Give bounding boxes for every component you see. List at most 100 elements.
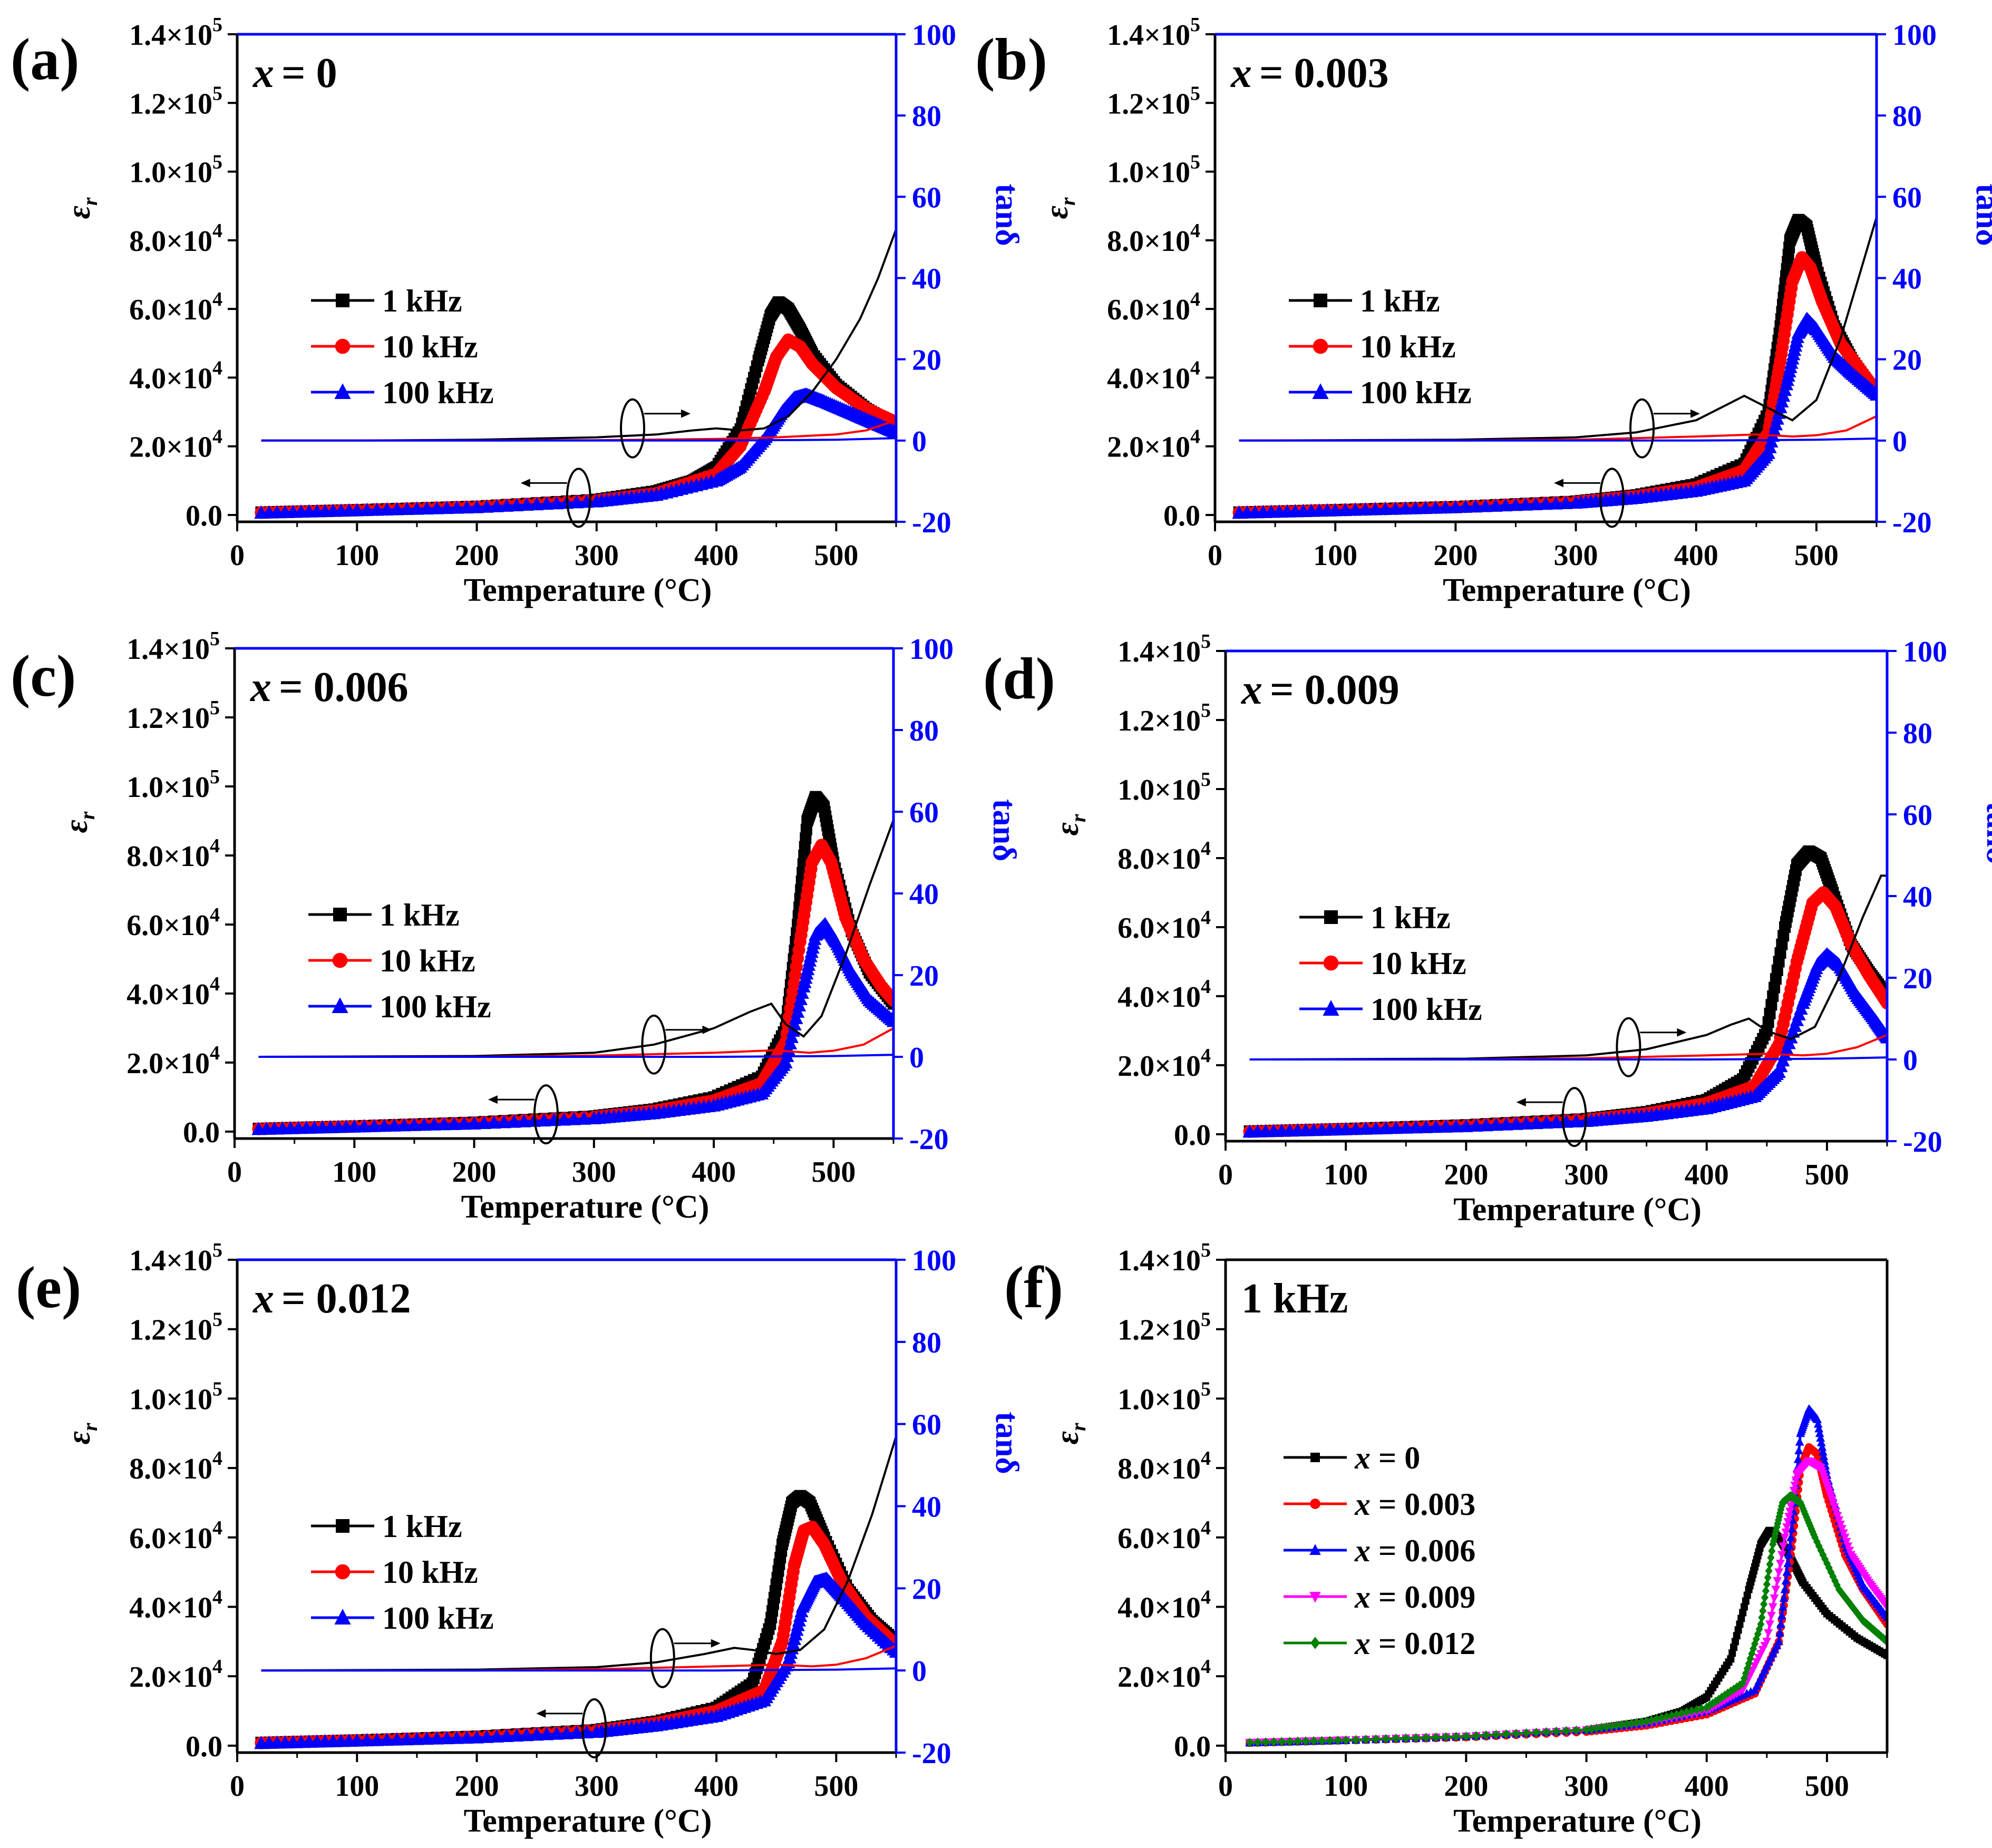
x-tick-label: 100 xyxy=(335,1770,379,1803)
data-point-100-kHz-34 xyxy=(569,495,584,509)
data-point-100-kHz-32 xyxy=(1529,497,1543,510)
data-point-x-0.012-28 xyxy=(1502,1729,1510,1739)
series-line-tan-100-kHz xyxy=(261,1667,896,1672)
data-point-x-0.012-56 xyxy=(1683,1707,1690,1717)
y2-tick-label: 0 xyxy=(912,425,927,458)
y2-tick-label: 100 xyxy=(912,1244,956,1277)
x-tick-label: 200 xyxy=(1444,1159,1488,1191)
y2-axis-title: tanδ xyxy=(986,799,1022,861)
y-tick-exponent: 4 xyxy=(1201,976,1211,998)
x-axis-title: Temperature (°C) xyxy=(1443,572,1691,608)
data-point-100-kHz-16 xyxy=(1379,1121,1393,1134)
legend-label: 1 kHz xyxy=(1360,284,1440,318)
legend-label-var: x xyxy=(1354,1487,1371,1522)
y-tick-exponent: 5 xyxy=(212,1239,222,1261)
legend-marker xyxy=(336,294,349,307)
data-point-100-kHz-12 xyxy=(350,503,364,517)
y-tick-mantissa: 6.0×10 xyxy=(1107,294,1190,326)
legend-label: 10 kHz xyxy=(382,1555,478,1590)
plot-area xyxy=(1232,213,1877,519)
data-point-x-0.012-90 xyxy=(1763,1579,1771,1589)
data-point-100-kHz-15 xyxy=(1369,1121,1383,1135)
series-line-eps-x-0.003 xyxy=(1249,1445,1887,1745)
data-point-100-kHz-18 xyxy=(410,1732,424,1745)
y-tick-exponent: 4 xyxy=(212,1447,222,1470)
x-tick-label: 400 xyxy=(1674,539,1718,572)
legend-marker xyxy=(1313,338,1328,354)
y-tick-exponent: 5 xyxy=(1201,1309,1211,1331)
data-point-x-0.009-96 xyxy=(1780,1533,1790,1542)
data-point-100-kHz-13 xyxy=(1348,1121,1363,1135)
data-point-100-kHz-25 xyxy=(480,1729,494,1743)
data-point-x-0.009-100 xyxy=(1784,1513,1794,1522)
y-tick-label: 0.0 xyxy=(186,1730,222,1763)
right-arrow-icon xyxy=(702,1025,712,1034)
tan-curve-marker-ellipse xyxy=(1616,1017,1641,1077)
composition-annotation: x = 0.006 xyxy=(250,664,409,711)
data-point-x-0.009-94 xyxy=(1777,1551,1786,1560)
y-tick-exponent: 4 xyxy=(1201,907,1211,929)
y-tick-label: 1.0×105 xyxy=(127,766,220,804)
y-tick-mantissa: 2.0×10 xyxy=(1118,1050,1201,1083)
data-point-x-0.009-145 xyxy=(1830,1503,1839,1512)
legend-marker xyxy=(1314,294,1327,307)
data-point-100-kHz-23 xyxy=(1449,1119,1463,1133)
data-point-100-kHz-30 xyxy=(529,497,544,511)
data-point-x-0.012-92 xyxy=(1765,1566,1773,1576)
data-point-x-0.006-133 xyxy=(1813,1419,1823,1428)
y-tick-mantissa: 1.0×10 xyxy=(129,157,212,189)
y-axis-title: εr xyxy=(61,197,102,219)
data-point-x-0.012-32 xyxy=(1542,1727,1550,1737)
data-point-x-0.012-57 xyxy=(1688,1706,1696,1716)
x-tick-label: 100 xyxy=(335,539,379,572)
data-point-x-0.012-31 xyxy=(1532,1727,1540,1737)
y-tick-mantissa: 4.0×10 xyxy=(127,978,210,1011)
x-axis-title: Temperature (°C) xyxy=(1453,1803,1702,1839)
right-arrow-icon xyxy=(681,409,691,418)
data-point-x-0.012-11 xyxy=(1334,1735,1342,1745)
x-tick-label: 200 xyxy=(1444,1770,1488,1803)
data-point-x-0.006-97 xyxy=(1787,1524,1796,1533)
x-tick-label: 0 xyxy=(1208,539,1222,572)
data-point-100-kHz-13 xyxy=(360,502,374,517)
legend-marker xyxy=(332,997,348,1013)
y-tick-mantissa: 2.0×10 xyxy=(1118,1661,1201,1694)
data-point-100-kHz-33 xyxy=(557,1112,571,1126)
y-tick-mantissa: 6.0×10 xyxy=(1118,1522,1201,1555)
data-point-x-0.012-40 xyxy=(1602,1722,1610,1732)
x-tick-label: 100 xyxy=(1324,1159,1368,1191)
data-point-100-kHz-33 xyxy=(559,1726,574,1739)
y2-tick-label: 20 xyxy=(1903,962,1932,995)
data-point-100-kHz-156 xyxy=(889,1644,896,1658)
data-point-x-0.006-105 xyxy=(1793,1454,1803,1463)
data-point-x-0.009-95 xyxy=(1779,1542,1788,1551)
y-tick-label: 1.0×105 xyxy=(1118,769,1211,806)
y-tick-label: 4.0×104 xyxy=(1118,976,1211,1014)
y2-tick-label: 40 xyxy=(1892,263,1922,296)
x-tick-label: 300 xyxy=(575,1770,619,1803)
y-tick-exponent: 4 xyxy=(210,973,220,995)
data-point-100-kHz-29 xyxy=(1499,498,1513,512)
data-point-100-kHz-26 xyxy=(490,499,504,512)
y-tick-exponent: 4 xyxy=(212,1517,222,1539)
data-point-x-0.012-41 xyxy=(1608,1721,1616,1732)
data-point-100-kHz-17 xyxy=(1389,1120,1403,1134)
data-point-x-0.006-86 xyxy=(1776,1619,1785,1628)
data-point-x-0.012-13 xyxy=(1352,1735,1360,1745)
data-point-100-kHz-20 xyxy=(430,1731,444,1745)
y-tick-label: 1.4×105 xyxy=(1118,630,1211,668)
x-tick-label: 200 xyxy=(452,1156,497,1189)
y-tick-label: 2.0×104 xyxy=(129,1656,222,1694)
y-axis-title-sub: r xyxy=(1056,197,1080,206)
y-tick-exponent: 5 xyxy=(1201,699,1211,722)
data-point-x-0.012-39 xyxy=(1598,1723,1606,1733)
data-point-100-kHz-19 xyxy=(417,1117,432,1131)
data-point-10-kHz-180 xyxy=(887,994,893,1007)
data-point-x-0.012-37 xyxy=(1588,1724,1596,1734)
y-tick-exponent: 5 xyxy=(1190,151,1200,173)
x-tick-label: 200 xyxy=(455,1770,499,1803)
data-point-100-kHz-31 xyxy=(1519,497,1533,511)
data-point-x-0.012-3 xyxy=(1270,1737,1278,1747)
data-point-x-0.012-58 xyxy=(1693,1705,1701,1715)
data-point-100-kHz-15 xyxy=(380,1732,394,1746)
